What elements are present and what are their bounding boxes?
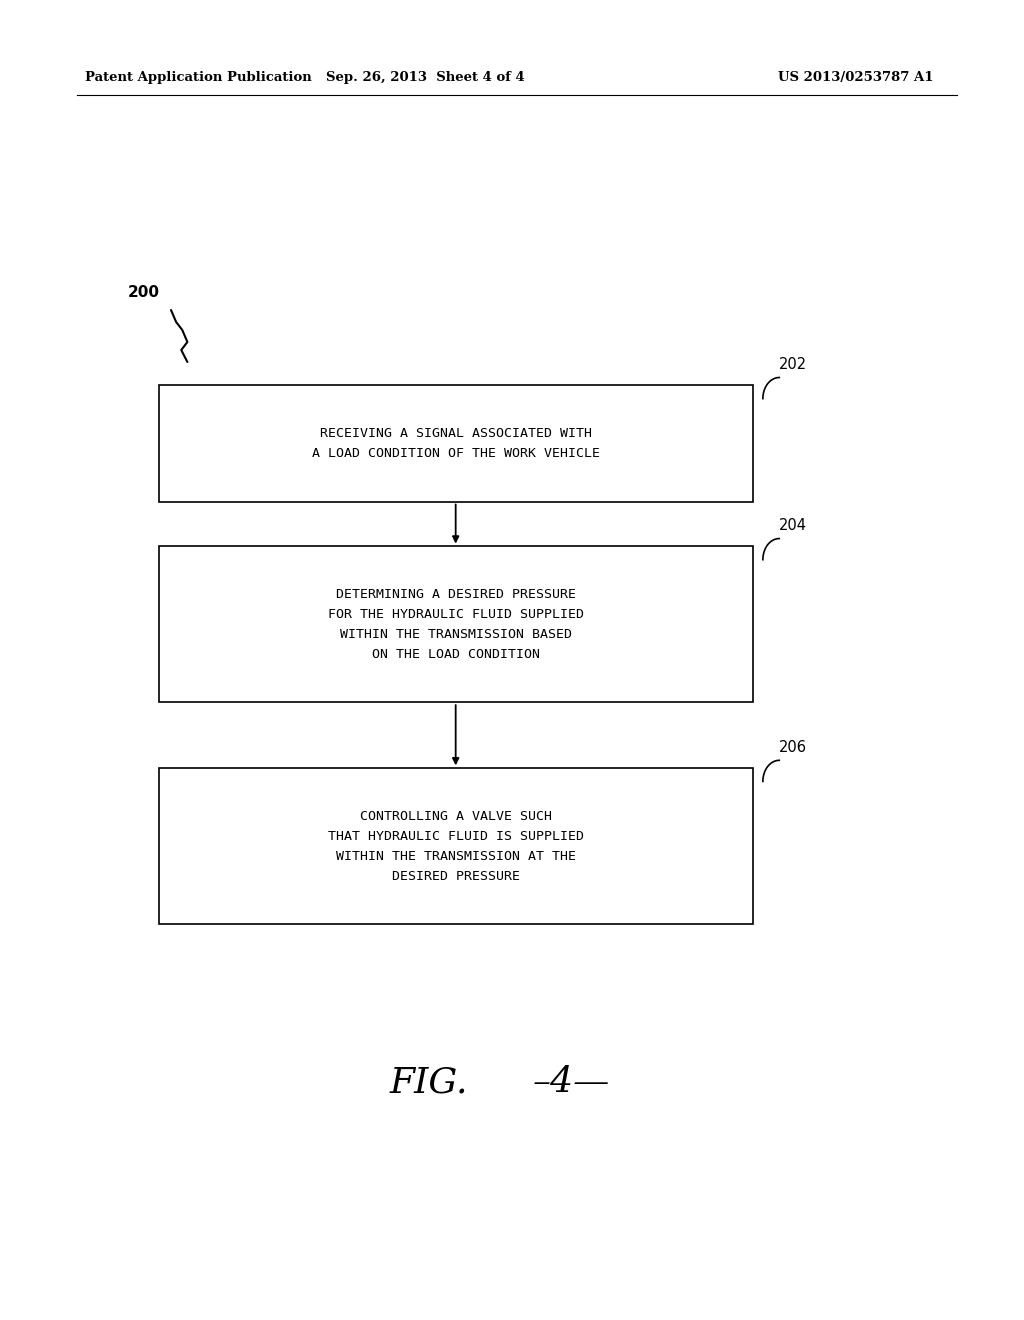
Text: Patent Application Publication: Patent Application Publication xyxy=(85,71,311,84)
Bar xyxy=(159,546,753,702)
Text: 200: 200 xyxy=(128,285,160,300)
Bar xyxy=(159,768,753,924)
Text: FIG.: FIG. xyxy=(389,1065,468,1100)
Text: 202: 202 xyxy=(779,358,807,372)
Text: 206: 206 xyxy=(779,741,807,755)
Text: RECEIVING A SIGNAL ASSOCIATED WITH
A LOAD CONDITION OF THE WORK VEHICLE: RECEIVING A SIGNAL ASSOCIATED WITH A LOA… xyxy=(311,428,600,461)
Text: 204: 204 xyxy=(779,519,807,533)
Text: CONTROLLING A VALVE SUCH
THAT HYDRAULIC FLUID IS SUPPLIED
WITHIN THE TRANSMISSIO: CONTROLLING A VALVE SUCH THAT HYDRAULIC … xyxy=(328,809,584,883)
Text: US 2013/0253787 A1: US 2013/0253787 A1 xyxy=(778,71,934,84)
Text: Sep. 26, 2013  Sheet 4 of 4: Sep. 26, 2013 Sheet 4 of 4 xyxy=(326,71,524,84)
Text: –4—: –4— xyxy=(532,1065,609,1100)
Text: DETERMINING A DESIRED PRESSURE
FOR THE HYDRAULIC FLUID SUPPLIED
WITHIN THE TRANS: DETERMINING A DESIRED PRESSURE FOR THE H… xyxy=(328,587,584,661)
Bar xyxy=(159,385,753,502)
